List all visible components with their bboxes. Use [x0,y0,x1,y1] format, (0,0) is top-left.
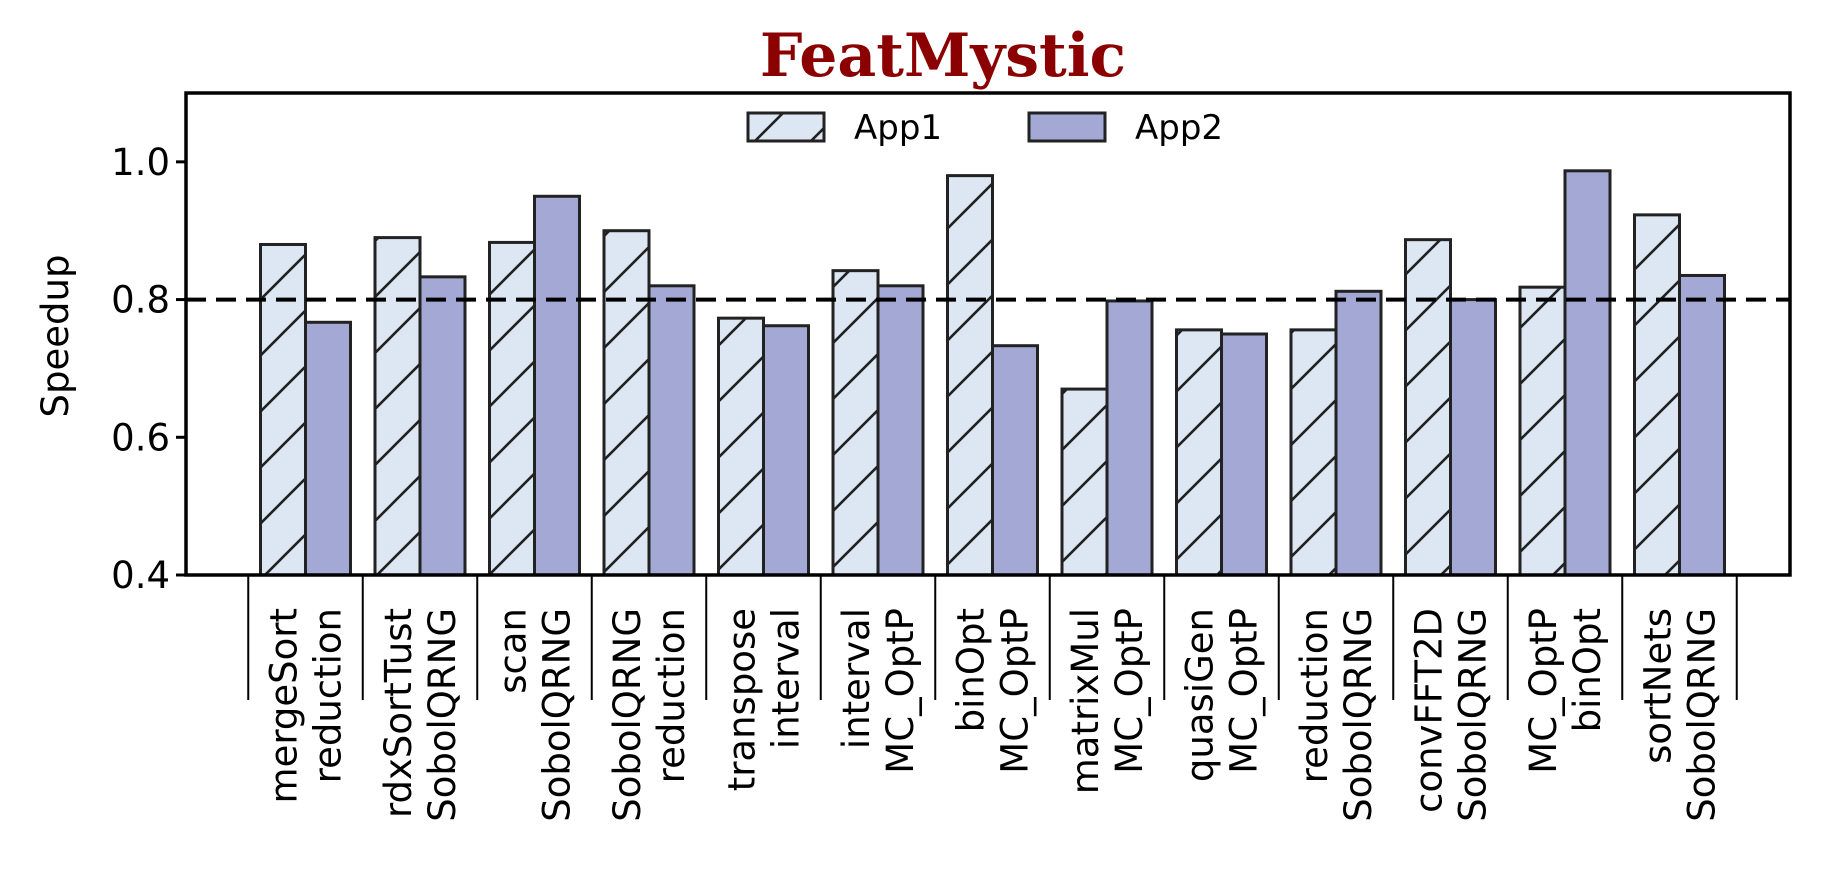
x-tick-label: reduction [307,608,350,783]
bar-hatch-12 [1520,287,1565,575]
x-tick-label: MC_OptP [994,608,1037,774]
x-tick-label: mergeSort [263,608,306,803]
x-tick-label: SobolQRNG [421,608,464,822]
bar-app2-9 [1221,334,1267,575]
bar-app2-5 [763,325,809,575]
x-tick-label: rdxSortTust [377,608,420,818]
x-tick-label: sortNets [1637,608,1680,764]
bar-app2-7 [992,345,1038,575]
legend-label-app1: App1 [854,108,942,148]
bar-app2-10 [1336,291,1381,575]
x-tick-label: transpose [721,608,764,791]
x-tick-label: SobolQRNG [1337,608,1380,822]
bar-hatch-6 [833,270,878,575]
bar-hatch-10 [1291,329,1336,575]
legend-swatch-app2 [1027,111,1107,143]
bar-hatch-9 [1176,329,1222,575]
x-tick-label: binOpt [950,608,993,732]
x-tick-label: SobolQRNG [606,608,649,822]
bar-app2-13 [1679,275,1725,575]
bar-app2-3 [534,196,580,576]
y-axis-label: Speedup [34,255,77,418]
bar-app2-8 [1107,300,1152,575]
x-tick-label: MC_OptP [1108,608,1151,774]
bar-hatch-8 [1062,389,1107,575]
x-tick-label: interval [835,608,878,749]
y-tick-label: 1.0 [111,141,170,184]
bar-hatch-1 [260,244,306,575]
x-tick-label: MC_OptP [879,608,922,774]
bar-hatch-4 [604,230,649,575]
plot-frame [184,91,1792,577]
legend-swatch-app1-outline [746,111,826,143]
x-tick-label: quasiGen [1179,608,1222,782]
x-tick-label: MC_OptP [1223,608,1266,774]
legend-label-app2: App2 [1135,108,1223,148]
bar-hatch-2 [375,237,420,575]
bar-hatch-5 [718,318,764,575]
bar-app2-12 [1565,170,1610,575]
chart-title: FeatMystic [760,21,1126,91]
bar-hatch-11 [1405,239,1451,575]
x-tick-label: interval [765,608,808,749]
x-tick-label: scan [492,608,535,694]
x-tick-label: SobolQRNG [1452,608,1495,822]
y-tick-label: 0.4 [111,554,170,597]
bar-hatch-7 [947,175,993,575]
x-tick-label: SobolQRNG [1681,608,1724,822]
x-tick-label: convFFT2D [1408,608,1451,813]
x-tick-label: binOpt [1566,608,1609,732]
x-tick-label: reduction [650,608,693,783]
x-tick-label: SobolQRNG [536,608,579,822]
bar-app2-1 [305,322,351,575]
x-tick-label: reduction [1293,608,1336,783]
x-tick-label: matrixMul [1064,608,1107,794]
bar-app2-6 [878,285,923,575]
y-tick-label: 0.6 [111,416,170,459]
bar-hatch-3 [489,242,535,576]
x-tick-label: MC_OptP [1522,608,1565,774]
bar-app2-2 [420,276,465,575]
bar-hatch-13 [1634,214,1680,575]
legend-swatch-app1-hatch [748,113,824,141]
bar-app2-11 [1450,299,1496,575]
bar-app2-4 [649,285,694,575]
y-tick-label: 0.8 [111,279,170,322]
